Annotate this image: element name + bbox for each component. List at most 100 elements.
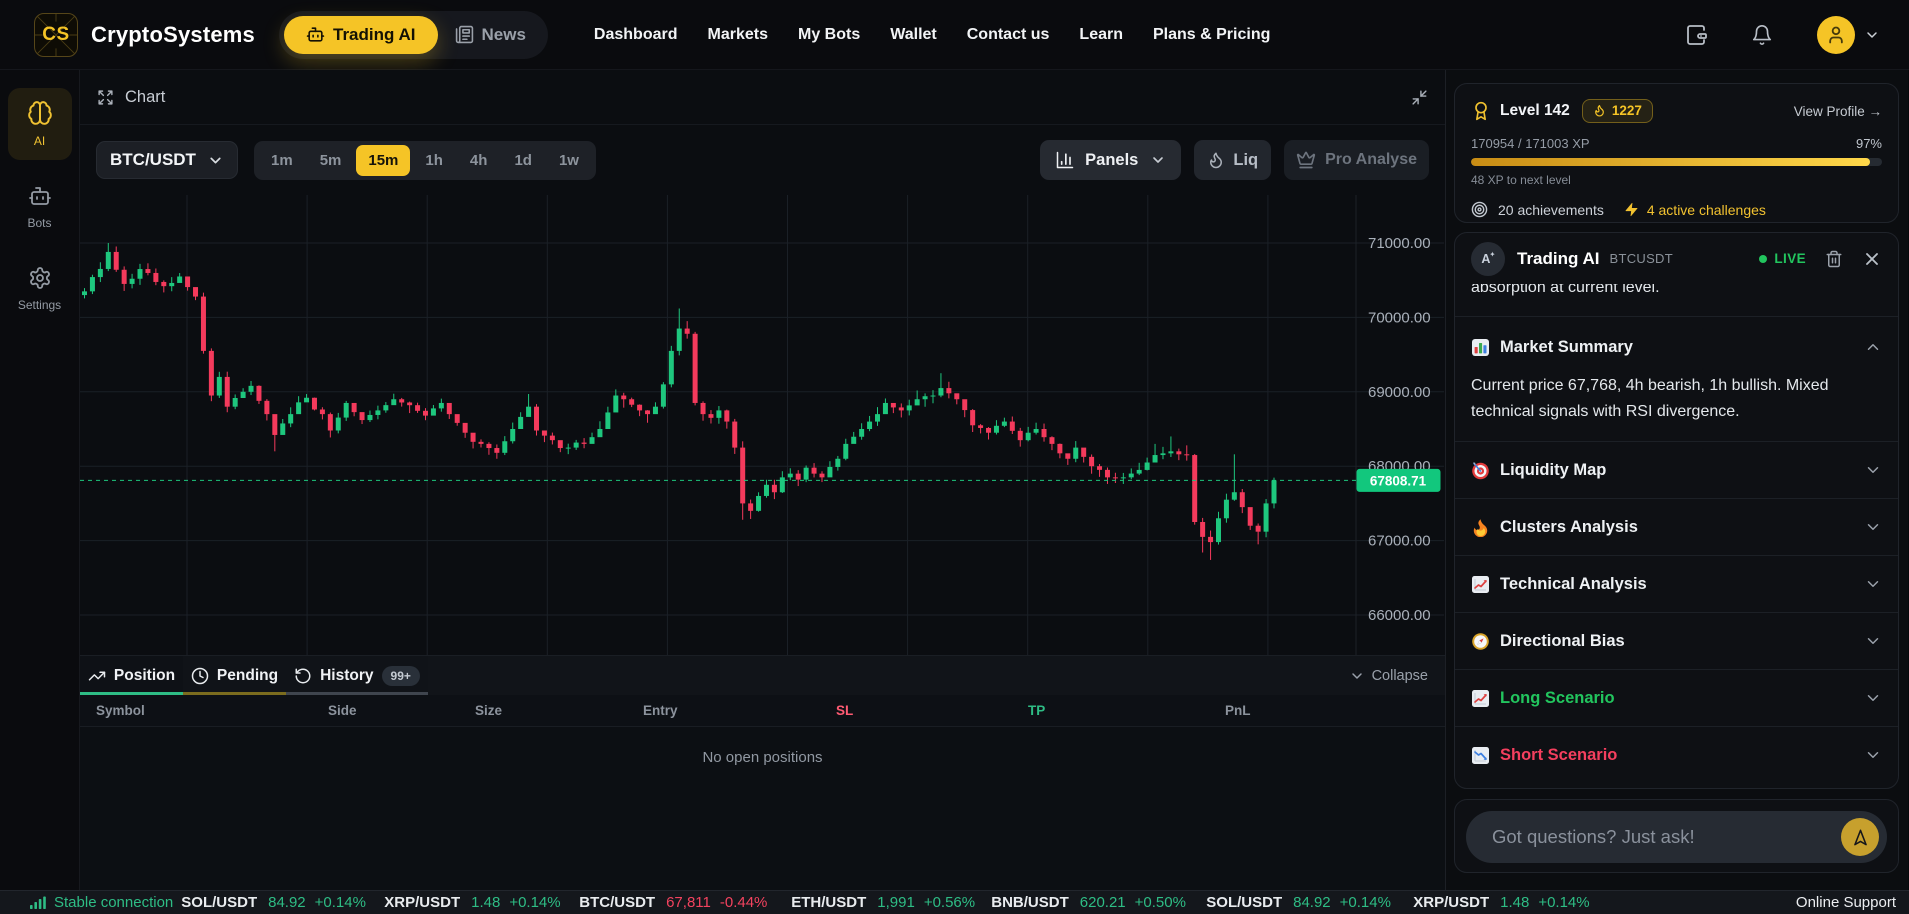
trash-icon[interactable] (1825, 250, 1843, 268)
collapse-button[interactable]: Collapse (1349, 656, 1445, 695)
liq-button[interactable]: Liq (1194, 140, 1272, 180)
section-market-summary-header[interactable]: Market Summary (1455, 317, 1898, 371)
chart-up-emoji-icon (1471, 575, 1490, 594)
tab-trading-ai-label: Trading AI (333, 24, 416, 44)
ai-avatar-icon: A (1471, 241, 1505, 276)
column-size: Size (475, 703, 503, 718)
avatar[interactable] (1817, 15, 1855, 54)
dart-target-emoji-icon (1471, 461, 1490, 480)
ask-card (1454, 799, 1899, 873)
timeframe-4h[interactable]: 4h (458, 145, 500, 176)
section-liquidity-map-title: Liquidity Map (1500, 460, 1607, 479)
online-support-link[interactable]: Online Support (1795, 894, 1896, 911)
tab-news[interactable]: News (438, 16, 543, 54)
medal-icon (1471, 101, 1491, 121)
sidebar-item-settings[interactable]: Settings (8, 254, 72, 324)
section-short-scenario-header[interactable]: Short Scenario (1455, 727, 1898, 783)
nav-links: Dashboard Markets My Bots Wallet Contact… (594, 26, 1270, 44)
nav-link-dashboard[interactable]: Dashboard (593, 25, 678, 43)
candlestick-chart[interactable]: 71000.00 70000.00 69000.00 68000.00 67000.00… (80, 195, 1445, 655)
chart-panel: Chart BTC/USDT 1m 5m 15m 1h 4h 1d 1w (80, 70, 1446, 890)
streak-count: 1227 (1611, 103, 1642, 118)
wallet-icon[interactable] (1685, 23, 1709, 47)
logo-text: CS (42, 23, 70, 45)
mode-switch: Trading AI News (279, 10, 548, 59)
timeframe-1m[interactable]: 1m (259, 145, 305, 176)
live-label: LIVE (1774, 251, 1806, 266)
chevron-down-icon[interactable] (1864, 27, 1880, 43)
clock-icon (191, 667, 209, 685)
trading-ai-content[interactable]: absorption at current level. Market Summ… (1455, 284, 1898, 788)
bar-chart-icon (1055, 150, 1075, 170)
svg-text:A: A (1481, 252, 1490, 266)
sidebar-item-settings-label: Settings (17, 298, 62, 312)
question-input[interactable] (1466, 826, 1887, 848)
tab-trading-ai[interactable]: Trading AI (284, 15, 438, 54)
send-icon (1851, 828, 1870, 847)
section-technical-analysis-title: Technical Analysis (1500, 574, 1647, 593)
logo[interactable]: CS (34, 12, 78, 57)
tab-news-label: News (481, 24, 526, 44)
live-indicator: LIVE (1759, 251, 1806, 266)
bell-icon[interactable] (1751, 24, 1773, 46)
sidebar-item-bots-label: Bots (27, 216, 52, 230)
ticker-item: BTC/USDT 67,811 -0.44% (579, 894, 768, 911)
close-icon[interactable] (1862, 249, 1882, 269)
nav-link-wallet[interactable]: Wallet (890, 25, 937, 43)
view-profile-link[interactable]: View Profile → (1793, 103, 1882, 119)
section-technical-analysis-header[interactable]: Technical Analysis (1455, 556, 1898, 612)
column-tp: TP (1028, 703, 1046, 718)
timeframe-1h[interactable]: 1h (413, 145, 455, 176)
nav-link-markets[interactable]: Markets (707, 25, 768, 43)
market-summary-body: Current price 67,768, 4h bearish, 1h bul… (1471, 377, 1829, 420)
timeframe-5m[interactable]: 5m (308, 145, 354, 176)
timeframe-1w[interactable]: 1w (547, 145, 591, 176)
compass-emoji-icon (1471, 632, 1490, 651)
section-long-scenario-header[interactable]: Long Scenario (1455, 670, 1898, 726)
tab-pending[interactable]: Pending (183, 656, 286, 695)
pro-analyse-button-label: Pro Analyse (1325, 151, 1417, 168)
section-directional-bias-title: Directional Bias (1500, 631, 1625, 650)
trading-ai-card: A Trading AI BTCUSDT LIVE absorption at … (1454, 232, 1899, 789)
chevron-down-icon (207, 152, 224, 169)
tab-history[interactable]: History 99+ (286, 656, 428, 695)
section-directional-bias-header[interactable]: Directional Bias (1455, 613, 1898, 669)
svg-text:71000.00: 71000.00 (1368, 235, 1431, 252)
newspaper-icon (455, 25, 474, 44)
trending-up-icon (88, 667, 106, 685)
section-liquidity-map-header[interactable]: Liquidity Map (1455, 442, 1898, 498)
pro-analyse-button[interactable]: Pro Analyse (1284, 140, 1429, 180)
navbar-right (1685, 15, 1880, 54)
nav-link-plans-pricing[interactable]: Plans & Pricing (1153, 25, 1271, 43)
sidebar-item-ai-label: AI (33, 134, 46, 148)
sidebar-item-bots[interactable]: Bots (8, 172, 72, 242)
timeframe-1d[interactable]: 1d (502, 145, 544, 176)
timeframe-15m[interactable]: 15m (356, 144, 411, 176)
brain-icon (27, 100, 53, 126)
chevron-down-icon (1864, 518, 1882, 536)
minimize-icon[interactable] (1411, 89, 1428, 106)
panels-button[interactable]: Panels (1040, 140, 1182, 180)
nav-link-learn[interactable]: Learn (1079, 25, 1123, 43)
sidebar: AI Bots Settings (0, 70, 80, 890)
tab-position-label: Position (113, 666, 176, 684)
ticker-item: SOL/USDT 84.92 +0.14% (1206, 894, 1391, 911)
streak-badge: 1227 (1581, 99, 1653, 123)
ticker-item: BNB/USDT 620.21 +0.50% (991, 894, 1186, 911)
nav-link-contact-us[interactable]: Contact us (966, 25, 1050, 43)
challenges-label[interactable]: 4 active challenges (1646, 201, 1766, 218)
chevron-down-icon (1864, 689, 1882, 707)
tab-position[interactable]: Position (80, 656, 183, 695)
nav-link-my-bots[interactable]: My Bots (797, 25, 861, 43)
section-market-summary: Market Summary Current price 67,768, 4h … (1455, 317, 1898, 442)
expand-icon[interactable] (97, 89, 114, 106)
flame-icon (1207, 151, 1225, 169)
symbol-select[interactable]: BTC/USDT (96, 141, 238, 179)
section-clusters-analysis-header[interactable]: Clusters Analysis (1455, 499, 1898, 555)
column-sl: SL (836, 703, 854, 718)
chevron-down-icon (1864, 461, 1882, 479)
brand-title: CryptoSystems (91, 21, 255, 47)
sidebar-item-ai[interactable]: AI (7, 88, 72, 160)
send-button[interactable] (1841, 818, 1879, 856)
chevron-down-icon (1864, 746, 1882, 764)
